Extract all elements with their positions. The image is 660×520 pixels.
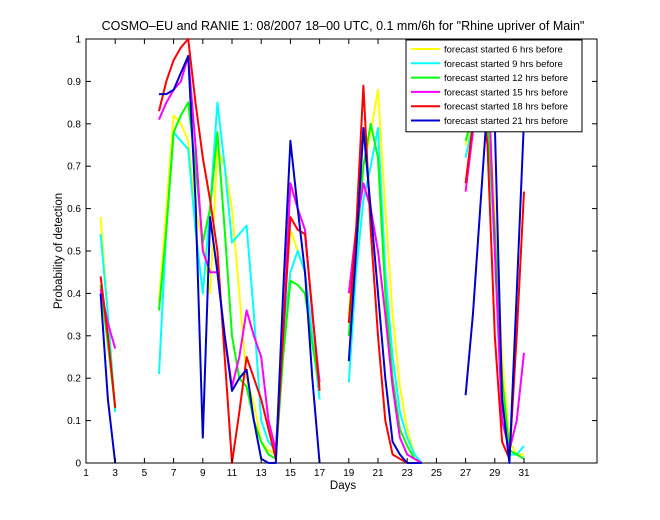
x-tick-label: 1 xyxy=(83,468,89,479)
y-tick-label: 0.8 xyxy=(67,119,81,130)
y-tick-label: 0.3 xyxy=(67,331,81,342)
y-tick-label: 1 xyxy=(75,35,81,46)
y-tick-label: 0.1 xyxy=(67,416,81,427)
legend-entry: forecast started 6 hrs before xyxy=(411,45,563,56)
x-tick-label: 7 xyxy=(171,468,177,479)
legend-label: forecast started 15 hrs before xyxy=(444,87,568,98)
series-line xyxy=(347,127,422,464)
x-tick-label: 11 xyxy=(227,468,238,479)
legend-entry: forecast started 12 hrs before xyxy=(411,73,568,84)
series-line xyxy=(158,101,321,452)
legend-entry: forecast started 15 hrs before xyxy=(411,87,568,98)
x-tick-label: 31 xyxy=(518,468,530,479)
legend-entry: forecast started 21 hrs before xyxy=(411,116,568,127)
legend-label: forecast started 21 hrs before xyxy=(444,116,568,127)
x-tick-label: 13 xyxy=(256,468,268,479)
x-tick-label: 3 xyxy=(112,468,118,479)
y-tick-label: 0.2 xyxy=(67,374,81,385)
legend-label: forecast started 18 hrs before xyxy=(444,102,568,113)
legend-box xyxy=(405,39,583,133)
y-tick-label: 0.4 xyxy=(67,289,81,300)
series-line xyxy=(347,127,423,464)
x-tick-label: 19 xyxy=(343,468,355,479)
y-tick-label: 0 xyxy=(75,459,81,470)
legend-items: forecast started 6 hrs before forecast st… xyxy=(411,45,568,127)
x-tick-label: 23 xyxy=(402,468,414,479)
series-line xyxy=(158,38,321,464)
x-tick-label: 17 xyxy=(314,468,326,479)
x-tick-label: 29 xyxy=(489,468,501,479)
legend-label: forecast started 12 hrs before xyxy=(444,73,568,84)
series-line xyxy=(159,55,321,464)
series-line xyxy=(347,182,423,464)
series-line xyxy=(158,55,321,452)
series-line xyxy=(158,114,321,456)
y-tick-label: 0.6 xyxy=(67,204,81,215)
y-tick-label: 0.9 xyxy=(67,77,81,88)
legend-label: forecast started 6 hrs before xyxy=(444,45,563,56)
x-tick-label: 21 xyxy=(372,468,384,479)
y-tick-label: 0.7 xyxy=(67,162,81,173)
x-axis-label: Days xyxy=(330,480,356,492)
series-layer xyxy=(99,38,525,464)
x-tick-label: 9 xyxy=(200,468,206,479)
x-tick-label: 15 xyxy=(285,468,297,479)
x-tick-label: 27 xyxy=(460,468,472,479)
legend-entry: forecast started 9 hrs before xyxy=(411,59,563,70)
y-axis-label: Probability of detection xyxy=(53,193,65,309)
legend: forecast started 6 hrs before forecast st… xyxy=(405,39,583,133)
legend-label: forecast started 9 hrs before xyxy=(444,59,563,70)
x-tick-label: 5 xyxy=(142,468,148,479)
ticks-layer: 1 3 5 7 9 11 13 15 17 19 21 23 25 27 29 3100.10.20.30.4… xyxy=(67,35,597,479)
chart-title: COSMO–EU and RANIE 1: 08/2007 18–00 UTC,… xyxy=(102,19,585,33)
legend-entry: forecast started 18 hrs before xyxy=(411,102,568,113)
series-line xyxy=(99,293,117,464)
series-line xyxy=(99,276,117,409)
x-tick-label: 25 xyxy=(431,468,443,479)
y-tick-label: 0.5 xyxy=(67,247,81,258)
